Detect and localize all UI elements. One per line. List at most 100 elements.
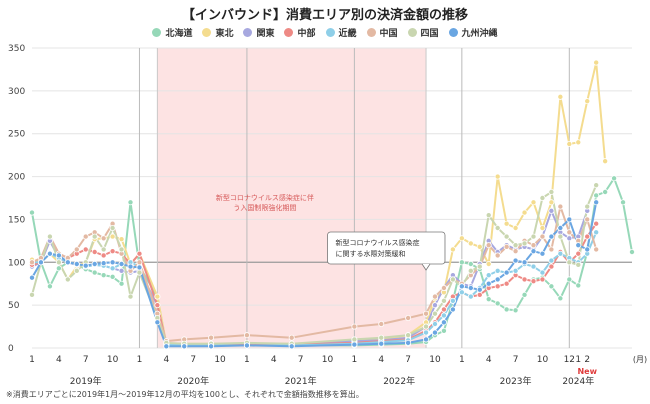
legend-label: 中国	[379, 29, 398, 39]
x-tick-label: 1	[137, 355, 143, 365]
data-point	[485, 272, 492, 279]
data-point	[467, 260, 474, 267]
footnote: ※消費エリアごとに2019年1月〜2019年12月の平均を100とし、それぞれで…	[6, 390, 364, 399]
data-point	[109, 265, 116, 272]
data-point	[503, 280, 510, 287]
data-point	[575, 250, 582, 257]
data-point	[449, 297, 456, 304]
legend-item: 近畿	[325, 26, 357, 39]
data-point	[476, 243, 483, 250]
x-tick-label: 4	[271, 355, 277, 365]
data-point	[109, 259, 116, 266]
x-tick-label: 10	[429, 355, 441, 365]
x-tick-label: 1	[459, 355, 465, 365]
data-point	[629, 248, 636, 255]
data-point	[64, 259, 71, 266]
data-point	[100, 252, 107, 259]
data-point	[566, 276, 573, 283]
x-tick-label: 7	[513, 355, 519, 365]
data-point	[548, 283, 555, 290]
data-point	[476, 263, 483, 270]
x-tick-label: 1	[352, 355, 358, 365]
data-point	[423, 336, 430, 343]
data-point	[136, 269, 143, 276]
legend-label: 中部	[297, 29, 316, 39]
data-point	[109, 233, 116, 240]
x-unit-label: (月)	[633, 355, 647, 364]
data-point	[548, 257, 555, 264]
data-point	[154, 302, 161, 309]
data-point	[575, 261, 582, 268]
legend-item: 中国	[366, 26, 398, 39]
legend-marker	[366, 28, 376, 37]
data-point	[485, 212, 492, 219]
data-point	[575, 282, 582, 289]
data-point	[494, 252, 501, 259]
data-point	[405, 339, 412, 346]
data-point	[440, 284, 447, 291]
x-tick-label: 12	[564, 355, 575, 365]
y-tick-label: 50	[8, 301, 20, 311]
data-point	[503, 306, 510, 313]
restriction-band	[157, 48, 427, 348]
y-tick-label: 200	[8, 173, 25, 183]
annotation-relaxation: 新型コロナウイルス感染症に関する水際対策緩和	[336, 238, 420, 258]
new-badge: New	[577, 367, 597, 376]
data-point	[566, 235, 573, 242]
data-point	[494, 300, 501, 307]
data-point	[575, 139, 582, 146]
data-point	[512, 257, 519, 264]
data-point	[566, 259, 573, 266]
data-point	[440, 312, 447, 319]
data-point	[530, 242, 537, 249]
data-point	[288, 334, 295, 341]
data-point	[620, 199, 627, 206]
x-tick-label: 7	[298, 355, 304, 365]
data-point	[208, 343, 215, 350]
data-point	[82, 262, 89, 269]
legend-item: 中部	[284, 26, 316, 39]
data-point	[530, 248, 537, 255]
data-point	[539, 224, 546, 231]
data-point	[503, 233, 510, 240]
data-point	[82, 233, 89, 240]
data-point	[521, 259, 528, 266]
data-point	[100, 260, 107, 267]
data-point	[593, 182, 600, 189]
data-point	[539, 269, 546, 276]
data-point	[494, 283, 501, 290]
data-point	[46, 250, 53, 257]
data-point	[91, 248, 98, 255]
x-tick-label: 10	[107, 355, 119, 365]
callout-box	[327, 231, 446, 265]
data-point	[46, 233, 53, 240]
data-point	[557, 295, 564, 302]
x-tick-label: 1	[29, 355, 35, 365]
data-point	[557, 93, 564, 100]
y-tick-label: 250	[8, 130, 25, 140]
data-point	[163, 343, 170, 350]
legend-label: 関東	[256, 29, 275, 39]
data-point	[109, 248, 116, 255]
data-point	[127, 199, 134, 206]
data-point	[91, 269, 98, 276]
data-point	[611, 175, 618, 182]
data-point	[512, 307, 519, 314]
data-point	[181, 343, 188, 350]
data-point	[127, 263, 134, 270]
data-point	[100, 272, 107, 279]
data-point	[449, 306, 456, 313]
year-label: 2023年	[500, 375, 532, 387]
data-point	[494, 173, 501, 180]
x-tick-label: 4	[486, 355, 492, 365]
data-point	[28, 209, 35, 216]
data-point	[208, 334, 215, 341]
data-point	[423, 310, 430, 317]
data-point	[118, 246, 125, 253]
data-point	[503, 269, 510, 276]
data-point	[118, 236, 125, 243]
year-label: 2024年	[562, 375, 594, 387]
data-point	[584, 98, 591, 105]
data-point	[405, 314, 412, 321]
data-point	[476, 286, 483, 293]
